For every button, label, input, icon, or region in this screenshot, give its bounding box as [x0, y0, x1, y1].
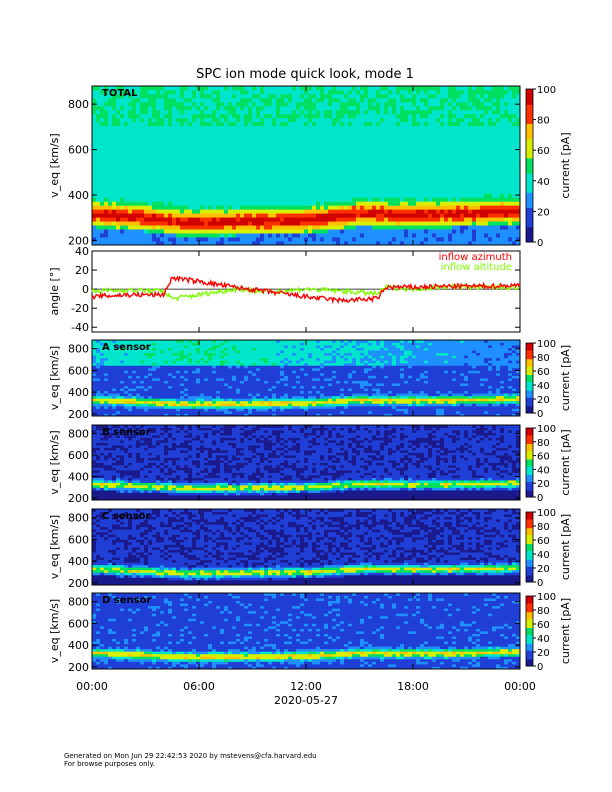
heatmap-cells: [92, 593, 520, 669]
colorbar-tick-label: 100: [537, 339, 556, 350]
y-tick-label: 0: [82, 283, 89, 296]
y-tick-label: 800: [68, 596, 89, 609]
colorbar-tick-label: 0: [537, 662, 543, 673]
colorbar-label: current [pA]: [559, 345, 572, 411]
colorbar-tick-label: 60: [537, 536, 550, 547]
y-tick-label: 600: [68, 144, 89, 157]
colorbar: 0 20 40 60 80 100 current [pA]: [526, 85, 572, 249]
y-tick-label: 200: [68, 577, 89, 590]
x-tick-label: 06:00: [183, 680, 215, 693]
y-tick-label: -40: [71, 321, 89, 334]
footer-generated: Generated on Mon Jun 29 22:42:53 2020 by…: [64, 752, 317, 760]
colorbar-tick-label: 0: [537, 238, 543, 249]
colorbar-tick-label: 0: [537, 493, 543, 504]
x-date-label: 2020-05-27: [274, 694, 338, 707]
y-axis-label: angle [°]: [48, 267, 61, 315]
colorbar-tick-label: 80: [537, 606, 550, 617]
heatmap-cells: [92, 86, 520, 245]
y-tick-label: 400: [68, 470, 89, 483]
y-tick-label: 400: [68, 189, 89, 202]
colorbar-label: current [pA]: [559, 514, 572, 580]
colorbar-tick-label: 60: [537, 367, 550, 378]
colorbar-label: current [pA]: [559, 598, 572, 664]
colorbar-tick-label: 80: [537, 353, 550, 364]
panel-d-sensor: 200 400 600 800 v_eq [km/s] D sensor 0 20 40 60 80…: [48, 592, 572, 674]
y-tick-label: 400: [68, 555, 89, 568]
panel-a-sensor: 200 400 600 800 v_eq [km/s] A sensor 0 20 40 60 80…: [48, 339, 572, 421]
y-tick-label: 200: [68, 492, 89, 505]
x-tick-label: 12:00: [290, 680, 322, 693]
y-tick-label: 600: [68, 449, 89, 462]
y-tick-label: 40: [75, 245, 89, 258]
y-tick-label: 800: [68, 98, 89, 111]
colorbar-tick-label: 20: [537, 207, 550, 218]
panel-label: D sensor: [102, 595, 151, 606]
panel-c-sensor: 200 400 600 800 v_eq [km/s] C sensor 0 20 40 60 80…: [48, 508, 572, 590]
y-tick-label: 600: [68, 533, 89, 546]
colorbar-tick-label: 80: [537, 438, 550, 449]
panel-label: A sensor: [102, 342, 151, 353]
legend-inflow-altitude: inflow altitude: [441, 262, 512, 273]
colorbar-tick-label: 100: [537, 424, 556, 435]
y-axis-label: v_eq [km/s]: [48, 599, 61, 663]
colorbar-tick-label: 80: [537, 522, 550, 533]
colorbar-tick-label: 40: [537, 634, 550, 645]
heatmap-cells: [92, 509, 520, 585]
y-tick-label: 200: [68, 408, 89, 421]
y-tick-label: -20: [71, 302, 89, 315]
colorbar-tick-label: 100: [537, 592, 556, 603]
colorbar-label: current [pA]: [559, 132, 572, 198]
y-axis-label: v_eq [km/s]: [48, 430, 61, 494]
y-axis-label: v_eq [km/s]: [48, 133, 61, 197]
colorbar-tick-label: 100: [537, 85, 556, 96]
colorbar-label: current [pA]: [559, 429, 572, 495]
colorbar-tick-label: 40: [537, 550, 550, 561]
y-tick-label: 800: [68, 428, 89, 441]
y-axis-label: v_eq [km/s]: [48, 515, 61, 579]
panel-label: B sensor: [102, 427, 151, 438]
colorbar-tick-label: 100: [537, 508, 556, 519]
x-tick-label: 00:00: [76, 680, 108, 693]
colorbar-tick-label: 60: [537, 452, 550, 463]
colorbar-tick-label: 20: [537, 395, 550, 406]
footer-disclaimer: For browse purposes only.: [64, 760, 155, 768]
colorbar-tick-label: 0: [537, 409, 543, 420]
colorbar-tick-label: 20: [537, 648, 550, 659]
colorbar-tick-label: 20: [537, 479, 550, 490]
x-tick-label: 00:00: [504, 680, 536, 693]
y-axis-label: v_eq [km/s]: [48, 346, 61, 410]
y-tick-label: 400: [68, 639, 89, 652]
panel-label: TOTAL: [102, 88, 138, 99]
y-tick-label: 800: [68, 512, 89, 525]
colorbar-tick-label: 20: [537, 564, 550, 575]
colorbar-tick-label: 40: [537, 465, 550, 476]
y-tick-label: 600: [68, 364, 89, 377]
colorbar-tick-label: 40: [537, 381, 550, 392]
colorbar-tick-label: 40: [537, 177, 550, 188]
heatmap-cells: [92, 425, 520, 500]
x-tick-label: 18:00: [397, 680, 429, 693]
y-tick-label: 20: [75, 264, 89, 277]
y-tick-label: 600: [68, 617, 89, 630]
colorbar-tick-label: 60: [537, 620, 550, 631]
y-tick-label: 800: [68, 343, 89, 356]
panel-b-sensor: 200 400 600 800 v_eq [km/s] B sensor 0 20 40 60 80…: [48, 424, 572, 505]
figure-title: SPC ion mode quick look, mode 1: [196, 67, 414, 82]
y-tick-label: 400: [68, 386, 89, 399]
colorbar-tick-label: 80: [537, 116, 550, 127]
panel-label: C sensor: [102, 511, 150, 522]
colorbar-tick-label: 60: [537, 146, 550, 157]
heatmap-cells: [92, 340, 520, 416]
y-tick-label: 200: [68, 661, 89, 674]
colorbar-tick-label: 0: [537, 578, 543, 589]
